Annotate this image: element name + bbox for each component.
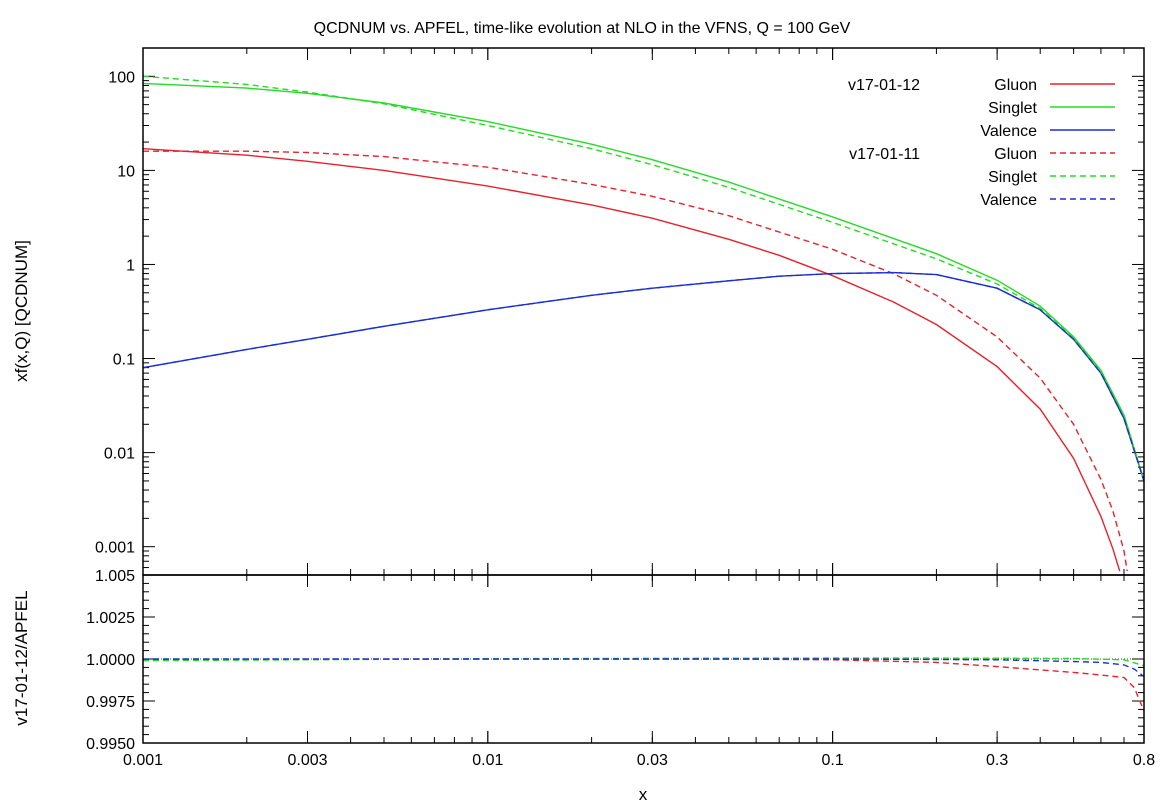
- legend-group-label: v17-01-11: [849, 146, 920, 163]
- x-tick-label: 0.01: [472, 752, 503, 769]
- top-tick-labels: 100 10 1 0.1 0.01 0.001: [95, 69, 135, 556]
- bottom-y-tick-label: 0.9950: [86, 736, 135, 753]
- top-y-axis-label: xf(x,Q) [QCDNUM]: [12, 240, 31, 382]
- legend-entry-label: Valence: [980, 192, 1037, 209]
- top-ticks: [142, 47, 1145, 576]
- x-tick-label: 0.003: [287, 752, 327, 769]
- series-v17-01-11-singlet: [142, 75, 1145, 482]
- top-y-tick-label: 0.1: [113, 352, 135, 369]
- top-y-tick-label: 10: [117, 163, 135, 180]
- bottom-y-tick-label: 0.9975: [86, 694, 135, 711]
- series-v17-01-12-valence: [142, 271, 1145, 482]
- legend-entry-label: Singlet: [988, 100, 1037, 117]
- series-v17-01-11-valence: [142, 271, 1145, 482]
- series-v17-01-12-gluon: [142, 148, 1121, 572]
- top-y-tick-label: 0.01: [104, 446, 135, 463]
- bottom-plot-frame: [142, 574, 1145, 744]
- top-y-tick-label: 1: [126, 257, 135, 274]
- legend-entry-label: Valence: [980, 123, 1037, 140]
- x-tick-label: 0.001: [123, 752, 163, 769]
- top-y-tick-label: 0.001: [95, 540, 135, 557]
- top-series-lines: [142, 75, 1145, 572]
- x-tick-label: 0.3: [986, 752, 1008, 769]
- legend-entry-label: Gluon: [994, 77, 1037, 94]
- top-panel: 100 10 1 0.1 0.01 0.001 xf(x,Q) [QCDNUM] v17-…: [12, 47, 1145, 576]
- series-v17-01-11-gluon: [143, 150, 1128, 572]
- bottom-y-axis-label: v17-01-12/APFEL: [12, 590, 31, 725]
- bottom-y-tick-label: 1.005: [95, 568, 135, 585]
- legend-entry-label: Gluon: [994, 146, 1037, 163]
- x-axis-label: x: [639, 785, 648, 804]
- chart-title: QCDNUM vs. APFEL, time-like evolution at…: [314, 20, 851, 37]
- bottom-y-tick-label: 1.0000: [86, 652, 135, 669]
- legend-group-label: v17-01-12: [848, 77, 920, 94]
- series-v17-01-12-singlet: [142, 82, 1145, 482]
- legend-entry-label: Singlet: [988, 169, 1037, 186]
- legend: v17-01-12 Gluon Singlet Valence v17-01-11 Glu…: [848, 77, 1115, 209]
- bottom-y-tick-label: 1.0025: [86, 610, 135, 627]
- x-tick-label: 0.1: [821, 752, 843, 769]
- top-y-tick-label: 100: [108, 69, 135, 86]
- x-tick-label: 0.8: [1133, 752, 1155, 769]
- x-tick-label: 0.03: [637, 752, 668, 769]
- ratio-series-gluon: [142, 658, 1145, 712]
- ratio-series-valence: [143, 658, 1145, 678]
- bottom-series-lines: [142, 657, 1145, 712]
